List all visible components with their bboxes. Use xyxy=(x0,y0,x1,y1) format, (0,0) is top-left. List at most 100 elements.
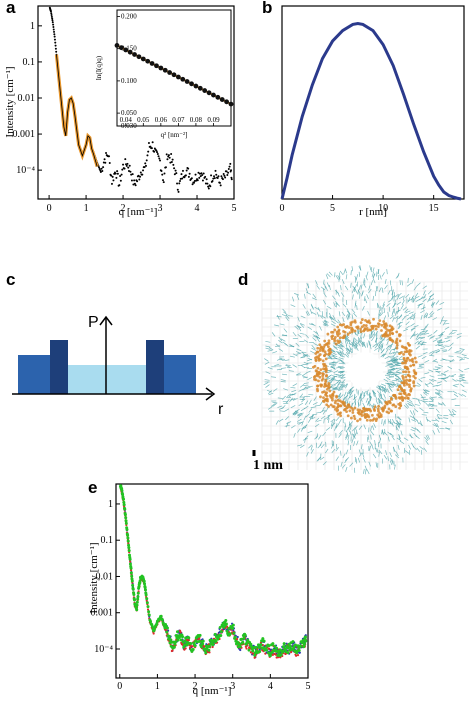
corona-chain xyxy=(381,338,383,344)
chart-e-data-point xyxy=(298,644,302,648)
corona-chain xyxy=(435,300,440,305)
corona-chain xyxy=(452,384,458,388)
core-segment xyxy=(395,330,399,334)
core-segment xyxy=(367,319,371,323)
corona-chain xyxy=(330,424,334,429)
core-segment xyxy=(388,324,392,328)
core-segment xyxy=(324,380,328,384)
corona-chain xyxy=(296,418,302,422)
core-segment xyxy=(338,336,342,340)
corona-chain xyxy=(438,389,444,393)
corona-chain xyxy=(360,284,363,290)
chart-e-data-point xyxy=(187,636,191,640)
core-segment xyxy=(402,352,406,356)
corona-chain xyxy=(343,383,348,388)
corona-chain xyxy=(459,349,464,354)
corona-chain xyxy=(464,368,470,370)
corona-chain xyxy=(381,430,385,435)
corona-chain xyxy=(354,302,357,308)
corona-chain xyxy=(304,293,306,299)
corona-chain xyxy=(339,370,345,374)
core-segment xyxy=(323,350,327,354)
corona-chain xyxy=(413,315,416,321)
corona-chain xyxy=(432,317,438,321)
corona-chain xyxy=(340,461,343,467)
corona-chain xyxy=(414,340,419,345)
corona-chain xyxy=(332,354,338,358)
corona-chain xyxy=(388,306,391,312)
corona-chain xyxy=(423,389,428,394)
corona-chain xyxy=(430,301,434,307)
corona-chain xyxy=(461,393,467,398)
corona-chain xyxy=(354,456,357,463)
corona-chain xyxy=(429,378,434,382)
chart-a-data-point xyxy=(196,179,199,182)
corona-chain xyxy=(391,295,396,300)
corona-chain xyxy=(456,333,462,335)
chart-b: 0 5 10 15 r [nm] xyxy=(280,5,465,218)
corona-chain xyxy=(391,290,394,296)
corona-chain xyxy=(392,308,395,314)
corona-chain xyxy=(444,322,450,325)
chart-a-data-point xyxy=(54,41,57,44)
corona-chain xyxy=(427,334,433,338)
core-segment xyxy=(399,351,403,354)
chart-e-data-point xyxy=(199,645,203,649)
corona-chain xyxy=(281,314,287,317)
corona-chain xyxy=(432,429,436,435)
corona-chain xyxy=(368,461,371,467)
core-segment xyxy=(363,327,367,331)
corona-chain xyxy=(296,348,302,352)
corona-chain xyxy=(350,390,354,396)
chart-a-data-point xyxy=(122,163,125,166)
corona-chain xyxy=(267,349,273,352)
corona-chain xyxy=(345,466,348,472)
corona-chain xyxy=(307,377,312,381)
corona-chain xyxy=(461,378,467,382)
corona-chain xyxy=(396,437,402,441)
corona-chain xyxy=(331,352,337,356)
corona-chain xyxy=(339,270,344,276)
corona-chain xyxy=(424,383,429,388)
core-segment xyxy=(395,344,399,347)
corona-chain xyxy=(452,408,457,413)
corona-chain xyxy=(310,406,316,408)
core-segment xyxy=(405,394,408,397)
corona-chain xyxy=(331,448,336,453)
corona-chain xyxy=(449,413,454,417)
corona-chain xyxy=(435,388,440,393)
corona-chain xyxy=(396,367,402,369)
core-segment xyxy=(351,320,354,324)
core-segment xyxy=(333,401,337,405)
chart-e-data-point xyxy=(247,648,251,652)
corona-chain xyxy=(393,355,399,359)
corona-chain xyxy=(419,333,425,336)
corona-chain xyxy=(338,357,344,360)
corona-chain xyxy=(380,345,384,351)
corona-chain xyxy=(408,398,413,403)
chart-e-data-point xyxy=(201,642,205,646)
corona-chain xyxy=(319,456,325,461)
corona-chain xyxy=(297,316,300,322)
corona-chain xyxy=(267,406,273,410)
inset-data-point xyxy=(184,79,190,84)
corona-chain xyxy=(359,452,363,457)
corona-chain xyxy=(372,343,377,348)
corona-chain xyxy=(418,378,423,383)
corona-chain xyxy=(328,379,334,382)
core-segment xyxy=(336,339,339,343)
corona-chain xyxy=(309,309,313,314)
chart-a-xtick: 4 xyxy=(195,203,200,214)
chart-e-data-point xyxy=(149,619,153,623)
corona-chain xyxy=(340,450,342,456)
corona-chain xyxy=(378,385,382,391)
core-segment xyxy=(323,339,327,343)
corona-chain xyxy=(337,392,342,397)
corona-chain xyxy=(348,340,351,346)
corona-chain xyxy=(316,285,320,290)
corona-chain xyxy=(360,396,363,402)
chart-a-data-point xyxy=(216,177,219,180)
chart-e-ytick: 1 xyxy=(108,499,113,510)
chart-a-xtick: 1 xyxy=(84,203,89,214)
corona-chain xyxy=(398,355,403,360)
